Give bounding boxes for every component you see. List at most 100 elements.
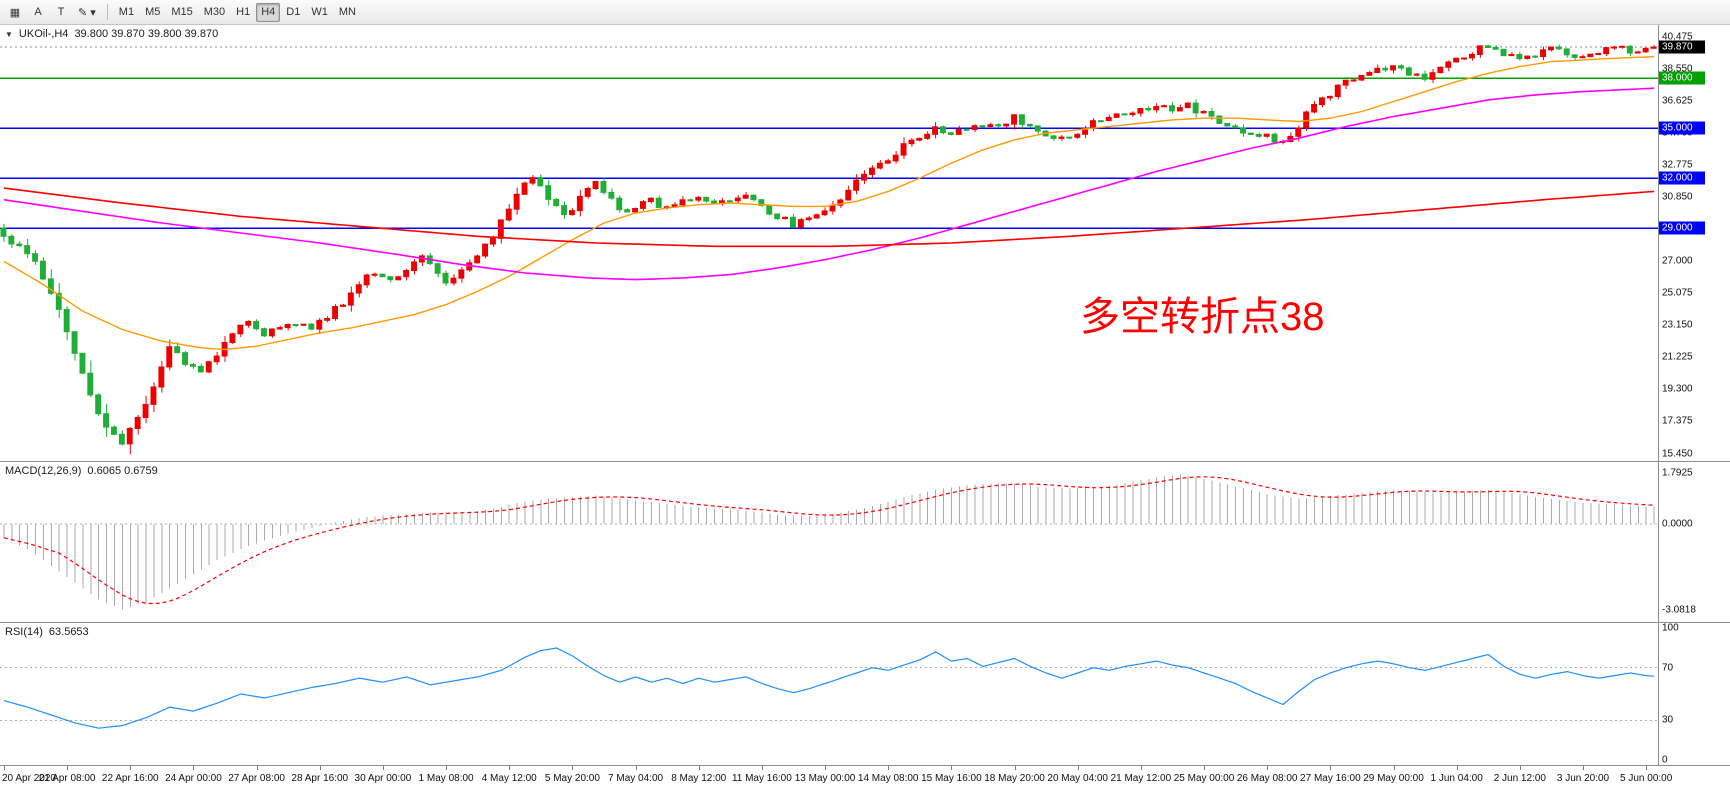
price-axis[interactable]: 40.47538.55036.62534.70032.77530.85028.9…: [1658, 25, 1730, 461]
rsi-indicator-values: 63.5653: [48, 626, 89, 638]
time-label: 29 May 00:00: [1363, 773, 1424, 784]
timeframe-d1[interactable]: D1: [281, 3, 305, 22]
timeframe-h1[interactable]: H1: [231, 3, 255, 22]
timeframe-w1[interactable]: W1: [306, 3, 333, 22]
timeframe-m30[interactable]: M30: [199, 3, 230, 22]
time-label: 8 May 12:00: [671, 773, 727, 784]
charts-grid-icon[interactable]: ▦: [4, 3, 26, 22]
time-tick-mark: [1456, 766, 1458, 770]
time-label: 20 Apr 2020: [2, 773, 56, 784]
main-chart-panel: 40.47538.55036.62534.70032.77530.85028.9…: [0, 25, 1730, 461]
cursor-pointer-icon[interactable]: A: [27, 3, 49, 22]
ohlc-values: 39.800 39.870 39.800 39.870: [74, 28, 219, 40]
time-label: 27 Apr 08:00: [228, 773, 285, 784]
time-label: 5 May 20:00: [544, 773, 600, 784]
timeframe-m5[interactable]: M5: [140, 3, 165, 22]
rsi-tick: 30: [1662, 714, 1674, 726]
timeframe-m15[interactable]: M15: [166, 3, 197, 22]
time-label: 14 May 08:00: [857, 773, 919, 784]
time-tick-mark: [888, 766, 890, 770]
time-label: 13 May 00:00: [794, 773, 856, 784]
rsi-line: [3, 647, 1655, 729]
time-tick-mark: [1646, 766, 1648, 770]
time-tick-mark: [1393, 766, 1395, 770]
time-label: 25 May 00:00: [1173, 773, 1235, 784]
rsi-label: RSI(14) 63.5653: [5, 626, 89, 638]
macd-panel: 1.7925 0.0000 -3.0818 MACD(12,26,9) 0.6065…: [0, 461, 1730, 622]
time-label: 22 Apr 16:00: [101, 773, 159, 784]
timeframe-m1[interactable]: M1: [114, 3, 139, 22]
rsi-axis[interactable]: 100 70 30 0: [1658, 623, 1730, 765]
time-tick-mark: [825, 766, 827, 770]
chart-title: ▼ UKOil-,H4 39.800 39.870 39.800 39.870: [5, 28, 218, 40]
macd-tick: 0.0000: [1662, 518, 1693, 530]
time-label: 3 Jun 20:00: [1556, 773, 1610, 784]
ma-slow: [3, 187, 1655, 248]
time-label: 7 May 04:00: [608, 773, 664, 784]
time-tick-mark: [319, 766, 321, 770]
macd-signal-line: [3, 476, 1655, 605]
time-axis[interactable]: 20 Apr 2020 21 Apr 08:00 22 Apr 16:00 24 Ap…: [0, 765, 1730, 792]
price-tick: 17.375: [1662, 415, 1693, 427]
time-tick-mark: [1140, 766, 1142, 770]
text-annotation-icon[interactable]: T: [50, 3, 72, 22]
candles: [0, 44, 1657, 455]
time-tick-mark: [3, 766, 5, 770]
rsi-tick: 0: [1662, 754, 1668, 766]
hline-badge-32.000: 32.000: [1659, 171, 1705, 185]
time-label: 2 Jun 12:00: [1493, 773, 1546, 784]
time-label: 28 Apr 16:00: [291, 773, 349, 784]
time-label: 30 Apr 00:00: [354, 773, 412, 784]
expand-arrow-icon[interactable]: ▼: [5, 30, 13, 39]
macd-indicator-name: MACD(12,26,9): [5, 465, 82, 477]
hline-badge-38.000: 38.000: [1659, 71, 1705, 85]
time-tick-mark: [67, 766, 69, 770]
time-tick-mark: [130, 766, 132, 770]
time-tick-mark: [509, 766, 511, 770]
macd-axis[interactable]: 1.7925 0.0000 -3.0818: [1658, 462, 1730, 622]
macd-label: MACD(12,26,9) 0.6065 0.6759: [5, 465, 158, 477]
macd-chart[interactable]: [0, 462, 1658, 622]
price-tick: 32.775: [1662, 159, 1693, 171]
time-label: 5 Jun 00:00: [1620, 773, 1673, 784]
rsi-tick: 100: [1662, 622, 1679, 634]
time-label: 18 May 20:00: [984, 773, 1045, 784]
ma-fast: [3, 55, 1655, 351]
price-tick: 21.225: [1662, 351, 1693, 363]
timeframe-mn[interactable]: MN: [334, 3, 361, 22]
time-tick-mark: [1077, 766, 1079, 770]
hline-badge-35.000: 35.000: [1659, 121, 1705, 135]
price-tick: 19.300: [1662, 383, 1693, 395]
price-tick: 38.550: [1662, 63, 1693, 75]
time-tick-mark: [635, 766, 637, 770]
time-tick-mark: [1267, 766, 1269, 770]
toolbar-tools: ▦ A T ✎ ▾: [4, 3, 101, 22]
drawing-tools-icon[interactable]: ✎ ▾: [73, 3, 101, 22]
macd-indicator-values: 0.6065 0.6759: [87, 465, 158, 477]
time-tick-mark: [1014, 766, 1016, 770]
rsi-chart[interactable]: [0, 623, 1658, 765]
time-label: 21 May 12:00: [1110, 773, 1172, 784]
candlestick-chart[interactable]: [0, 25, 1658, 461]
time-label: 1 Jun 04:00: [1430, 773, 1483, 784]
chart-area: 40.47538.55036.62534.70032.77530.85028.9…: [0, 25, 1730, 792]
time-label: 4 May 12:00: [481, 773, 537, 784]
toolbar-separator: [106, 4, 108, 20]
time-tick-mark: [1330, 766, 1332, 770]
toolbar: ▦ A T ✎ ▾ M1 M5 M15 M30 H1 H4 D1 W1 MN: [0, 0, 1730, 25]
ma-mid: [3, 87, 1655, 281]
time-tick-mark: [1204, 766, 1206, 770]
symbol-label: UKOil-,H4: [18, 28, 69, 40]
rsi-panel: 100 70 30 0 RSI(14) 63.5653: [0, 622, 1730, 765]
timeframe-h4[interactable]: H4: [256, 2, 281, 22]
time-label: 11 May 16:00: [731, 773, 792, 784]
price-tick: 15.450: [1662, 448, 1693, 459]
macd-tick: -3.0818: [1662, 604, 1696, 616]
price-tick: 27.000: [1662, 255, 1693, 267]
annotation-text[interactable]: 多空转折点38: [1080, 295, 1325, 339]
time-tick-mark: [1519, 766, 1521, 770]
price-tick: 23.150: [1662, 319, 1693, 331]
time-label: 24 Apr 00:00: [165, 773, 222, 784]
time-tick-mark: [256, 766, 258, 770]
